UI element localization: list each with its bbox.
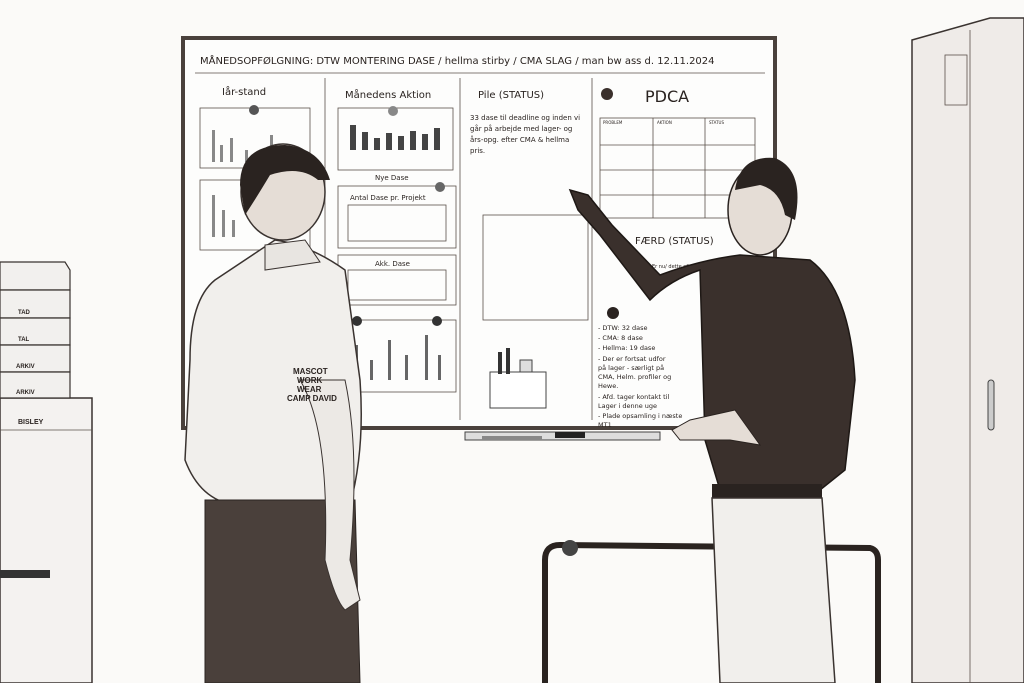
col2-title: Månedens Aktion bbox=[345, 88, 431, 101]
col3-text: 33 dase til deadline og inden vi går på … bbox=[470, 114, 582, 155]
jacket-logo: MASCOT WORK WEAR CAMP DAVID bbox=[287, 367, 337, 403]
cabinet-handle bbox=[987, 379, 995, 431]
tray-label: ARKIV bbox=[16, 390, 35, 396]
pdca-header: STATUS bbox=[709, 120, 724, 125]
col1-title: Iår-stand bbox=[222, 85, 266, 98]
blank-sheet bbox=[482, 214, 589, 321]
pdca-title: PDCA bbox=[645, 87, 689, 106]
faerd-title: FÆRD (STATUS) bbox=[635, 236, 714, 247]
trousers bbox=[711, 497, 836, 683]
col3-title: Pile (STATUS) bbox=[478, 90, 544, 101]
tall-cabinet bbox=[911, 17, 1024, 683]
col2-sub2: Antal Dase pr. Projekt bbox=[350, 194, 426, 202]
board-header: MÅNEDSOPFØLGNING: DTW MONTERING DASE / h… bbox=[200, 54, 715, 67]
faerd-list: - DTW: 32 dase - CMA: 8 dase - Hellma: 1… bbox=[598, 324, 684, 429]
belt bbox=[712, 484, 822, 498]
tray-label: ARKIV bbox=[16, 364, 35, 370]
pdca-header: AKTION bbox=[657, 120, 672, 125]
col2-sub3: Akk. Dase bbox=[375, 260, 410, 268]
faerd-note: Er nu/ dette ofte bbox=[652, 264, 693, 270]
magnet bbox=[601, 88, 613, 100]
pdca-header: PROBLEM bbox=[603, 120, 623, 125]
shirt bbox=[568, 188, 856, 491]
magnet bbox=[435, 182, 445, 192]
trousers bbox=[204, 499, 361, 683]
person-left: MASCOT WORK WEAR CAMP DAVID bbox=[184, 143, 362, 683]
marker-holder bbox=[489, 371, 547, 409]
magnet bbox=[388, 106, 398, 116]
person-right bbox=[568, 157, 856, 683]
filing-cabinet: BISLEY bbox=[0, 397, 93, 683]
tray-label: TAL bbox=[18, 337, 30, 343]
magnet bbox=[607, 307, 619, 319]
col2-sub1: Nye Dase bbox=[375, 174, 409, 182]
tray-label: TAD bbox=[18, 310, 31, 316]
letter-trays: TAD TAL ARKIV ARKIV bbox=[0, 261, 71, 399]
magnet bbox=[249, 105, 259, 115]
cabinet-label: BISLEY bbox=[18, 419, 44, 426]
